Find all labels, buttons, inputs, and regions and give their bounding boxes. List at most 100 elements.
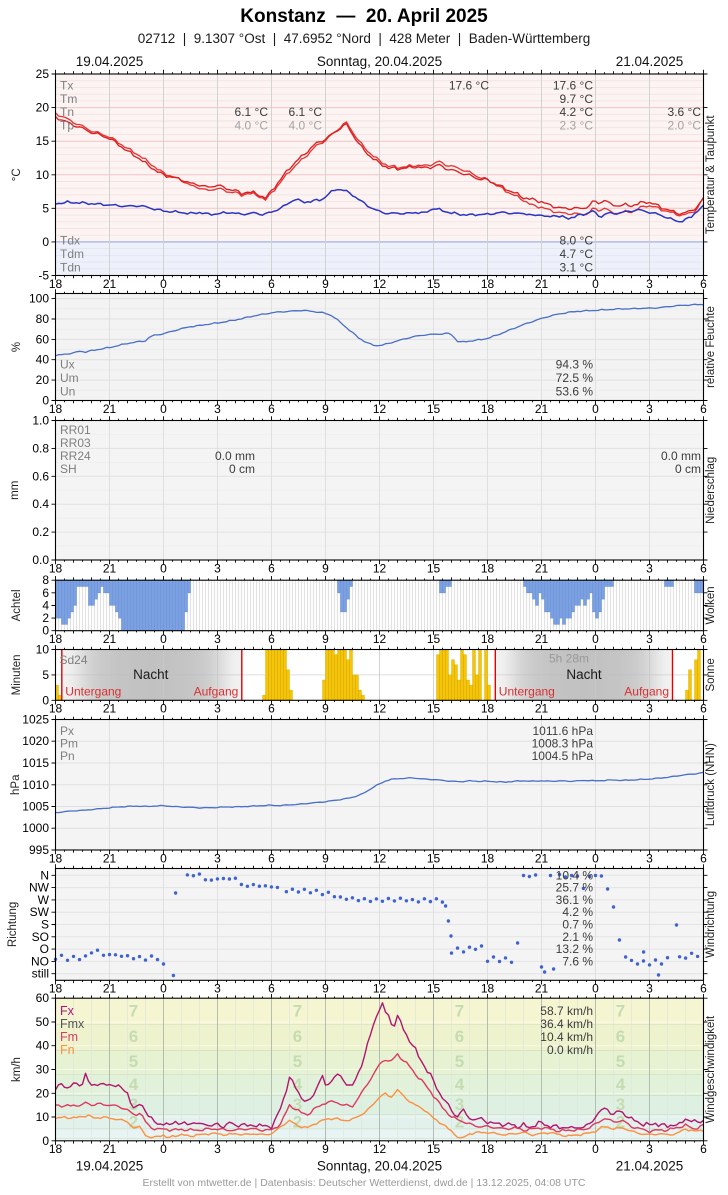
svg-text:15: 15 [427,851,441,865]
svg-text:Pm: Pm [60,737,78,751]
svg-text:S: S [41,918,49,932]
svg-text:6: 6 [268,982,275,996]
svg-text:0: 0 [160,1142,167,1156]
svg-text:36.1 %: 36.1 % [556,893,594,907]
svg-text:0: 0 [42,235,49,249]
svg-text:0: 0 [160,402,167,416]
svg-text:6: 6 [268,632,275,646]
svg-text:2: 2 [42,611,49,625]
svg-text:Fmx: Fmx [60,1017,85,1031]
svg-text:21: 21 [103,561,117,575]
svg-text:Wolken: Wolken [705,586,717,624]
svg-text:0: 0 [42,693,49,707]
svg-text:9: 9 [322,561,329,575]
svg-text:1.0: 1.0 [32,414,49,428]
svg-text:Fx: Fx [60,1004,75,1018]
svg-text:Sonntag, 20.04.2025: Sonntag, 20.04.2025 [317,1159,442,1174]
svg-text:3: 3 [214,632,221,646]
svg-text:21: 21 [103,1142,117,1156]
svg-text:6: 6 [293,1027,302,1046]
svg-text:0.7 %: 0.7 % [562,918,593,932]
svg-text:2.0 °C: 2.0 °C [668,118,702,132]
svg-text:21.04.2025: 21.04.2025 [616,54,684,69]
svg-text:8: 8 [42,573,49,587]
svg-text:0: 0 [160,702,167,716]
svg-text:7: 7 [129,1002,138,1021]
svg-text:0: 0 [592,632,599,646]
svg-text:Sd24: Sd24 [60,653,88,667]
svg-text:3: 3 [455,1095,464,1114]
svg-text:12: 12 [373,851,387,865]
svg-text:21: 21 [535,402,549,416]
svg-text:40: 40 [36,1039,50,1053]
svg-text:km/h: km/h [11,1057,23,1082]
svg-text:3: 3 [646,851,653,865]
svg-text:4.2 %: 4.2 % [562,905,593,919]
svg-text:72.5 %: 72.5 % [556,371,594,385]
svg-text:Un: Un [60,385,75,399]
svg-text:3.1 °C: 3.1 °C [560,261,594,275]
svg-text:6: 6 [616,1027,625,1046]
svg-text:21: 21 [103,402,117,416]
svg-text:Tn: Tn [60,105,74,119]
svg-text:6.1 °C: 6.1 °C [235,105,269,119]
svg-text:RR01: RR01 [60,423,91,437]
svg-text:0.0 km/h: 0.0 km/h [547,1043,593,1057]
svg-text:0: 0 [42,1134,49,1148]
svg-text:0: 0 [160,561,167,575]
svg-text:15: 15 [427,702,441,716]
svg-text:15: 15 [427,277,441,291]
svg-text:19.04.2025: 19.04.2025 [76,1159,144,1174]
svg-text:12: 12 [373,982,387,996]
svg-text:6: 6 [700,702,707,716]
svg-text:12: 12 [373,561,387,575]
svg-text:3.6 °C: 3.6 °C [668,105,702,119]
svg-text:12: 12 [373,402,387,416]
svg-text:18: 18 [481,277,495,291]
svg-text:3: 3 [214,702,221,716]
svg-text:1010: 1010 [22,778,49,792]
svg-text:0.8: 0.8 [32,441,49,455]
svg-text:18: 18 [49,982,63,996]
svg-text:53.6 %: 53.6 % [556,385,594,399]
svg-text:Achtel: Achtel [11,589,23,621]
svg-text:6: 6 [700,277,707,291]
svg-text:0: 0 [592,982,599,996]
svg-text:3: 3 [646,561,653,575]
svg-text:12: 12 [373,632,387,646]
svg-text:Nacht: Nacht [133,667,169,682]
svg-text:1008.3 hPa: 1008.3 hPa [532,737,594,751]
svg-text:15: 15 [427,561,441,575]
svg-text:40: 40 [36,353,50,367]
svg-text:94.3 %: 94.3 % [556,358,594,372]
svg-text:18: 18 [49,277,63,291]
svg-text:0: 0 [592,277,599,291]
svg-text:1015: 1015 [22,756,49,770]
svg-text:3: 3 [129,1095,138,1114]
svg-text:3: 3 [646,277,653,291]
svg-text:4: 4 [42,599,49,613]
svg-text:1000: 1000 [22,821,49,835]
svg-text:3: 3 [646,402,653,416]
svg-text:RR24: RR24 [60,449,91,463]
svg-text:Untergang: Untergang [499,685,555,699]
svg-text:36.4 km/h: 36.4 km/h [540,1017,593,1031]
svg-text:21: 21 [535,277,549,291]
svg-text:18: 18 [481,402,495,416]
svg-text:3: 3 [214,1142,221,1156]
svg-text:2: 2 [455,1112,464,1131]
svg-text:0.2: 0.2 [32,525,49,539]
svg-text:3: 3 [214,402,221,416]
svg-text:4.0 °C: 4.0 °C [235,118,269,132]
svg-text:6: 6 [268,277,275,291]
svg-text:6: 6 [268,851,275,865]
svg-text:15: 15 [427,1142,441,1156]
svg-text:4.2 °C: 4.2 °C [560,105,594,119]
svg-text:7: 7 [293,1002,302,1021]
svg-text:Px: Px [60,724,74,738]
svg-text:12: 12 [373,277,387,291]
svg-text:Nacht: Nacht [566,667,602,682]
svg-text:0: 0 [42,624,49,638]
svg-text:21: 21 [103,277,117,291]
svg-text:Aufgang: Aufgang [194,685,239,699]
